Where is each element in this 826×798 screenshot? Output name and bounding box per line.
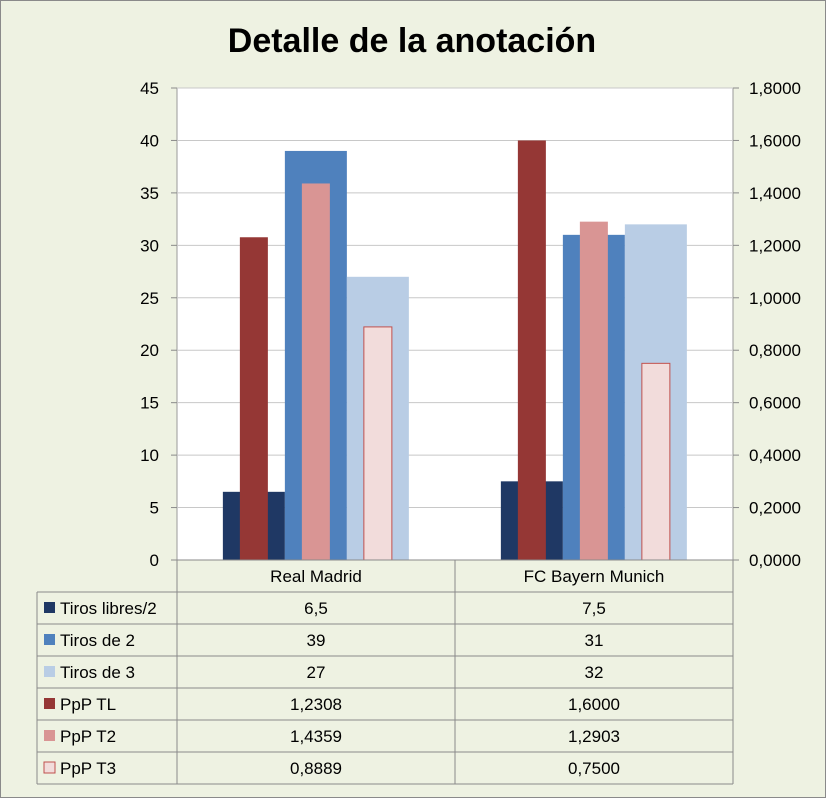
legend-swatch bbox=[44, 634, 55, 645]
legend-label: PpP TL bbox=[60, 695, 116, 714]
right-tick-label: 1,8000 bbox=[749, 79, 801, 98]
data-value: 1,2308 bbox=[290, 695, 342, 714]
data-value: 6,5 bbox=[304, 599, 328, 618]
data-value: 31 bbox=[585, 631, 604, 650]
chart-title: Detalle de la anotación bbox=[228, 22, 596, 60]
left-tick-label: 0 bbox=[150, 551, 159, 570]
left-tick-label: 25 bbox=[140, 289, 159, 308]
left-tick-label: 30 bbox=[140, 236, 159, 255]
bars bbox=[222, 140, 687, 561]
legend-swatch bbox=[44, 666, 55, 677]
right-axis-ticks: 0,0000 0,2000 0,4000 0,6000 0,8000 1,0000 1,20… bbox=[733, 79, 801, 570]
right-tick-label: 0,2000 bbox=[749, 499, 801, 518]
legend-label: Tiros de 2 bbox=[60, 631, 135, 650]
left-axis-ticks: 0 5 10 15 20 25 30 35 40 45 bbox=[140, 79, 177, 570]
bar-ppp-t2 bbox=[301, 183, 330, 561]
left-tick-label: 5 bbox=[150, 499, 159, 518]
bar-ppp-t2 bbox=[579, 221, 608, 560]
right-tick-label: 1,2000 bbox=[749, 236, 801, 255]
legend-label: PpP T3 bbox=[60, 759, 116, 778]
data-value: 0,8889 bbox=[290, 759, 342, 778]
data-value: 32 bbox=[585, 663, 604, 682]
data-value: 1,6000 bbox=[568, 695, 620, 714]
data-value: 27 bbox=[307, 663, 326, 682]
left-tick-label: 20 bbox=[140, 341, 159, 360]
right-tick-label: 0,4000 bbox=[749, 446, 801, 465]
data-table: Real Madrid FC Bayern Munich Tiros libres/… bbox=[36, 559, 734, 785]
legend-swatch bbox=[44, 602, 55, 613]
right-tick-label: 0,0000 bbox=[749, 551, 801, 570]
right-tick-label: 0,8000 bbox=[749, 341, 801, 360]
category-label: Real Madrid bbox=[270, 567, 362, 586]
bar-ppp-tl bbox=[239, 237, 268, 560]
legend-swatch bbox=[43, 761, 56, 774]
left-tick-label: 35 bbox=[140, 184, 159, 203]
right-tick-label: 1,4000 bbox=[749, 184, 801, 203]
legend-label: Tiros de 3 bbox=[60, 663, 135, 682]
left-tick-label: 10 bbox=[140, 446, 159, 465]
data-value: 39 bbox=[307, 631, 326, 650]
data-value: 7,5 bbox=[582, 599, 606, 618]
legend-label: Tiros libres/2 bbox=[60, 599, 157, 618]
category-label: FC Bayern Munich bbox=[524, 567, 665, 586]
bar-ppp-t3 bbox=[363, 326, 393, 561]
right-tick-label: 1,6000 bbox=[749, 131, 801, 150]
legend-swatch bbox=[44, 698, 55, 709]
left-tick-label: 15 bbox=[140, 394, 159, 413]
bar-ppp-t3 bbox=[641, 362, 671, 561]
legend-swatch bbox=[44, 730, 55, 741]
data-value: 1,4359 bbox=[290, 727, 342, 746]
right-tick-label: 1,0000 bbox=[749, 289, 801, 308]
left-tick-label: 40 bbox=[140, 131, 159, 150]
right-tick-label: 0,6000 bbox=[749, 394, 801, 413]
bar-ppp-tl bbox=[517, 140, 546, 560]
data-value: 1,2903 bbox=[568, 727, 620, 746]
legend-label: PpP T2 bbox=[60, 727, 116, 746]
left-tick-label: 45 bbox=[140, 79, 159, 98]
data-value: 0,7500 bbox=[568, 759, 620, 778]
